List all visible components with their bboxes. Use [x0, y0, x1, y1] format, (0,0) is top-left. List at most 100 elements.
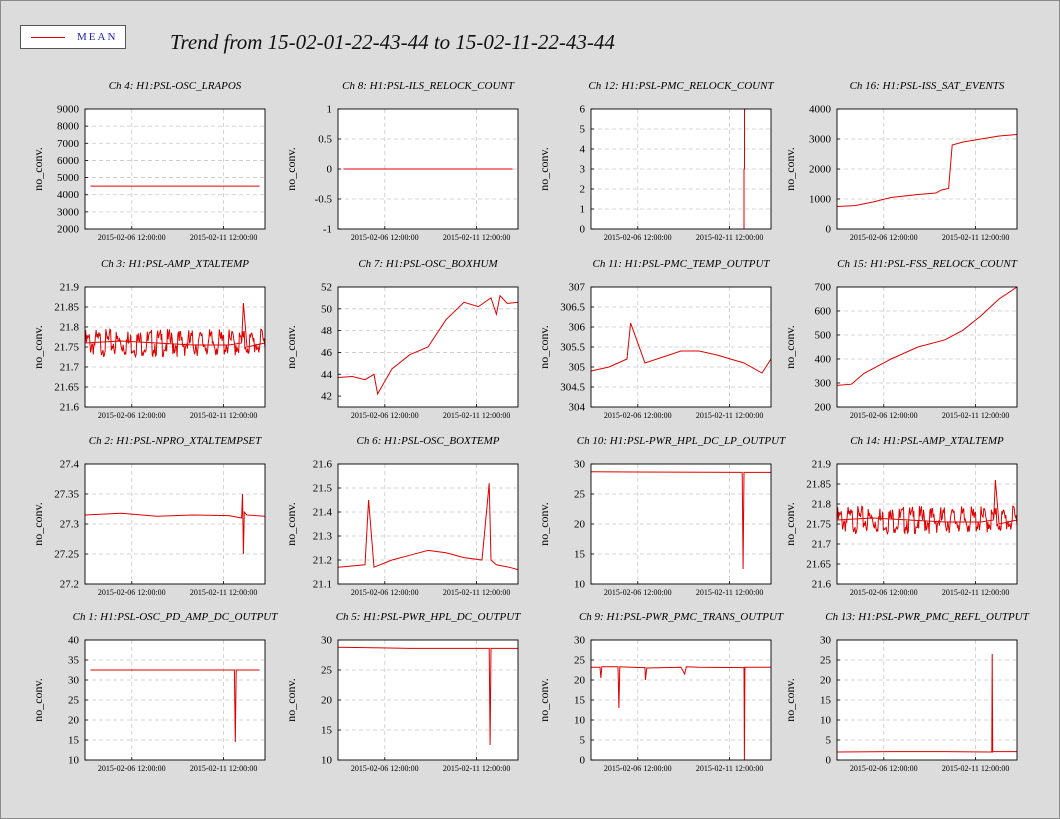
chart-title: Ch 8: H1:PSL-ILS_RELOCK_COUNT	[342, 80, 515, 92]
chart-title: Ch 11: H1:PSL-PMC_TEMP_OUTPUT	[592, 258, 770, 270]
chart-title: Ch 6: H1:PSL-OSC_BOXTEMP	[357, 435, 500, 447]
chart-title: Ch 15: H1:PSL-FSS_RELOCK_COUNT	[837, 258, 1018, 270]
plot-border	[836, 286, 1018, 408]
series-line	[836, 134, 1018, 207]
chart-title: Ch 7: H1:PSL-OSC_BOXHUM	[358, 258, 498, 270]
y-tick-label: 5	[580, 124, 586, 136]
y-tick-label: 46	[321, 347, 333, 359]
y-tick-label: 25	[820, 655, 832, 667]
y-tick-label: 21.3	[313, 531, 333, 543]
y-tick-label: 400	[815, 354, 832, 366]
y-tick-label: 21.2	[313, 555, 332, 567]
y-tick-label: 21.85	[54, 302, 79, 314]
x-tick-label: 2015-02-06 12:00:00	[850, 411, 918, 420]
plot-border	[590, 639, 772, 761]
y-axis-label: no_conv.	[783, 502, 797, 546]
y-tick-label: 30	[574, 635, 586, 647]
y-axis-label: no_conv.	[284, 147, 298, 191]
series-noise	[836, 505, 1018, 536]
y-tick-label: 0	[826, 755, 832, 767]
chart-7: 304 304.5 305 305.5 306 306.5 307 2015-02-06 12…	[537, 258, 772, 420]
y-tick-label: 20	[574, 519, 586, 531]
y-tick-label: 4000	[57, 189, 80, 201]
x-tick-label: 2015-02-06 12:00:00	[98, 233, 166, 242]
y-tick-label: 6	[580, 104, 586, 116]
y-tick-label: 306.5	[560, 302, 585, 314]
y-tick-label: 3	[580, 164, 586, 176]
y-tick-label: 27.4	[60, 459, 80, 471]
x-tick-label: 2015-02-06 12:00:00	[604, 233, 672, 242]
chart-10: 21.1 21.2 21.3 21.4 21.5 21.6 2015-02-06 12:00…	[284, 435, 519, 597]
y-tick-label: 21.1	[313, 579, 332, 591]
series-line	[337, 294, 519, 396]
y-axis-label: no_conv.	[284, 678, 298, 722]
chart-2: -1 -0.5 0 0.5 1 2015-02-06 12:00:00 2015-02-11…	[284, 80, 519, 242]
chart-title: Ch 16: H1:PSL-ISS_SAT_EVENTS	[850, 80, 1005, 92]
y-axis-label: no_conv.	[537, 147, 551, 191]
y-axis-label: no_conv.	[783, 325, 797, 369]
chart-title: Ch 3: H1:PSL-AMP_XTALTEMP	[101, 258, 249, 270]
x-tick-label: 2015-02-11 12:00:00	[696, 233, 763, 242]
y-tick-label: 20	[574, 675, 586, 687]
y-tick-label: 30	[321, 635, 333, 647]
x-tick-label: 2015-02-06 12:00:00	[351, 411, 419, 420]
y-tick-label: 306	[569, 322, 586, 334]
plot-border	[590, 108, 772, 230]
x-tick-label: 2015-02-11 12:00:00	[443, 764, 510, 773]
y-tick-label: -0.5	[315, 194, 333, 206]
y-tick-label: 10	[574, 715, 586, 727]
plot-border	[337, 639, 519, 761]
x-tick-label: 2015-02-11 12:00:00	[942, 233, 1009, 242]
y-tick-label: 21.65	[806, 559, 831, 571]
y-tick-label: 3000	[57, 206, 80, 218]
y-tick-label: 307	[569, 282, 586, 294]
plot-border	[84, 286, 266, 408]
y-tick-label: 10	[574, 579, 586, 591]
chart-15: 0 5 10 15 20 25 30 2015-02-06 12:00:00 2015-02-1…	[537, 611, 784, 773]
y-tick-label: 200	[815, 402, 832, 414]
series-line	[84, 493, 266, 555]
y-tick-label: 10	[820, 715, 832, 727]
y-tick-label: 500	[815, 330, 832, 342]
chart-13: 10 15 20 25 30 35 40 2015-02-06 12:00:00 2015-02…	[31, 611, 278, 773]
y-tick-label: 21.7	[812, 539, 832, 551]
y-tick-label: 600	[815, 306, 832, 318]
y-tick-label: 1000	[809, 194, 832, 206]
plot-border	[337, 108, 519, 230]
chart-title: Ch 1: H1:PSL-OSC_PD_AMP_DC_OUTPUT	[73, 611, 279, 623]
legend-swatch	[31, 37, 65, 38]
y-tick-label: 7000	[57, 138, 80, 150]
chart-8: 200 300 400 500 600 700 2015-02-06 12:00:00 201…	[783, 258, 1018, 420]
y-tick-label: 5	[826, 735, 832, 747]
y-tick-label: 21.7	[60, 362, 80, 374]
series-noise	[84, 328, 266, 359]
y-axis-label: no_conv.	[783, 678, 797, 722]
y-tick-label: 48	[321, 325, 333, 337]
y-tick-label: 25	[321, 665, 333, 677]
y-axis-label: no_conv.	[783, 147, 797, 191]
x-tick-label: 2015-02-06 12:00:00	[351, 588, 419, 597]
chart-9: 27.2 27.25 27.3 27.35 27.4 2015-02-06 12:00:0…	[31, 435, 266, 597]
y-tick-label: 15	[321, 725, 333, 737]
series-line	[590, 322, 772, 374]
y-tick-label: 21.75	[806, 519, 831, 531]
chart-title: Ch 5: H1:PSL-PWR_HPL_DC_OUTPUT	[336, 611, 521, 623]
y-tick-label: 42	[321, 391, 332, 403]
x-tick-label: 2015-02-11 12:00:00	[942, 588, 1009, 597]
y-tick-label: 27.3	[60, 519, 80, 531]
y-tick-label: 5000	[57, 172, 80, 184]
x-tick-label: 2015-02-06 12:00:00	[98, 764, 166, 773]
y-axis-label: no_conv.	[31, 147, 45, 191]
y-tick-label: 300	[815, 378, 832, 390]
y-tick-label: 700	[815, 282, 832, 294]
y-axis-label: no_conv.	[537, 325, 551, 369]
x-tick-label: 2015-02-11 12:00:00	[942, 764, 1009, 773]
chart-title: Ch 13: H1:PSL-PWR_PMC_REFL_OUTPUT	[825, 611, 1029, 623]
y-axis-label: no_conv.	[284, 502, 298, 546]
y-tick-label: 50	[321, 303, 333, 315]
x-tick-label: 2015-02-11 12:00:00	[443, 233, 510, 242]
plot-border	[836, 463, 1018, 585]
y-tick-label: 40	[68, 635, 80, 647]
y-tick-label: 21.65	[54, 382, 79, 394]
